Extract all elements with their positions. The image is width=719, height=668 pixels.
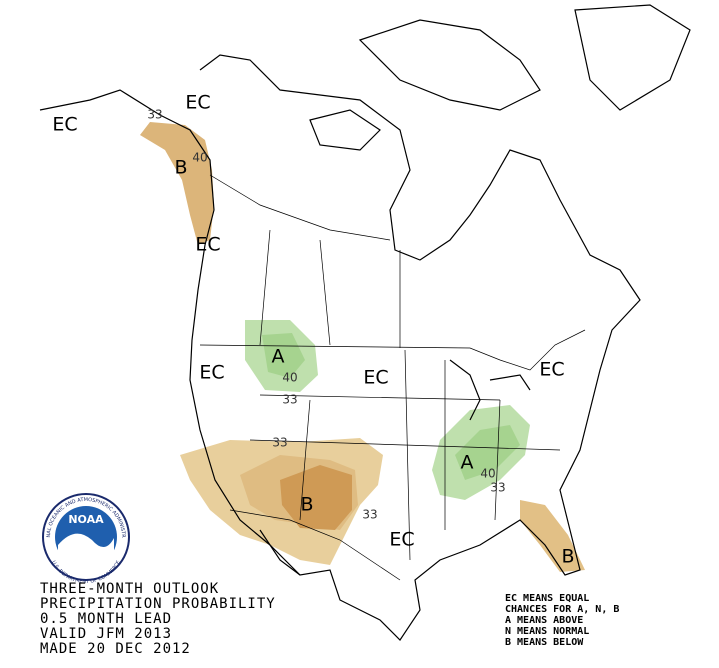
contour-label: 40: [192, 151, 207, 165]
region-label: EC: [363, 367, 388, 389]
region-label: EC: [539, 359, 564, 381]
outlook-line: 0.5 MONTH LEAD: [40, 611, 172, 627]
above-area-nw-mid: [262, 333, 305, 378]
region-label: A: [272, 346, 285, 368]
us-mexico-border: [229, 509, 401, 581]
greenland: [574, 4, 691, 111]
legend-line: A MEANS ABOVE: [505, 615, 583, 626]
region-label: EC: [389, 529, 414, 551]
state-borders: [249, 229, 561, 561]
region-label: B: [174, 157, 187, 179]
outlook-line: MADE 20 DEC 2012: [40, 641, 191, 657]
outlook-line: VALID JFM 2013: [40, 626, 172, 642]
region-label: EC: [52, 114, 77, 136]
outlook-line: THREE-MONTH OUTLOOK: [40, 581, 219, 597]
shading: [140, 122, 585, 572]
coastlines: [39, 4, 691, 641]
region-label: EC: [199, 362, 224, 384]
region-label: EC: [185, 92, 210, 114]
legend-line: N MEANS NORMAL: [505, 626, 589, 637]
above-area-ov-mid: [455, 425, 520, 480]
region-label: B: [561, 546, 574, 568]
legend-line: B MEANS BELOW: [505, 637, 584, 648]
us-canada-border: [199, 329, 586, 371]
arctic-island: [309, 109, 381, 151]
contour-label: 33: [362, 508, 377, 522]
contour-label: 33: [147, 108, 162, 122]
coast: [39, 54, 641, 641]
contour-label: 33: [282, 393, 297, 407]
legend-line: CHANCES FOR A, N, B: [505, 604, 619, 615]
outlook-line: PRECIPITATION PROBABILITY: [40, 596, 276, 612]
legend-line: EC MEANS EQUAL: [505, 593, 589, 604]
below-area-nm: [280, 465, 352, 530]
great-lakes: [449, 359, 531, 421]
region-label: A: [461, 452, 474, 474]
contour-label: 40: [282, 371, 297, 385]
contour-label: 33: [490, 481, 505, 495]
logo-name: NOAA: [68, 513, 104, 526]
below-area-fl: [520, 500, 585, 572]
baja: [259, 529, 301, 576]
logo-bird: [58, 533, 114, 569]
below-area-ak: [140, 122, 214, 245]
contour-label: 33: [272, 436, 287, 450]
ak-border: [209, 174, 391, 241]
region-label: B: [300, 494, 313, 516]
contour-label: 40: [480, 467, 495, 481]
region-label: EC: [195, 234, 220, 256]
arctic-islands: [358, 19, 541, 111]
